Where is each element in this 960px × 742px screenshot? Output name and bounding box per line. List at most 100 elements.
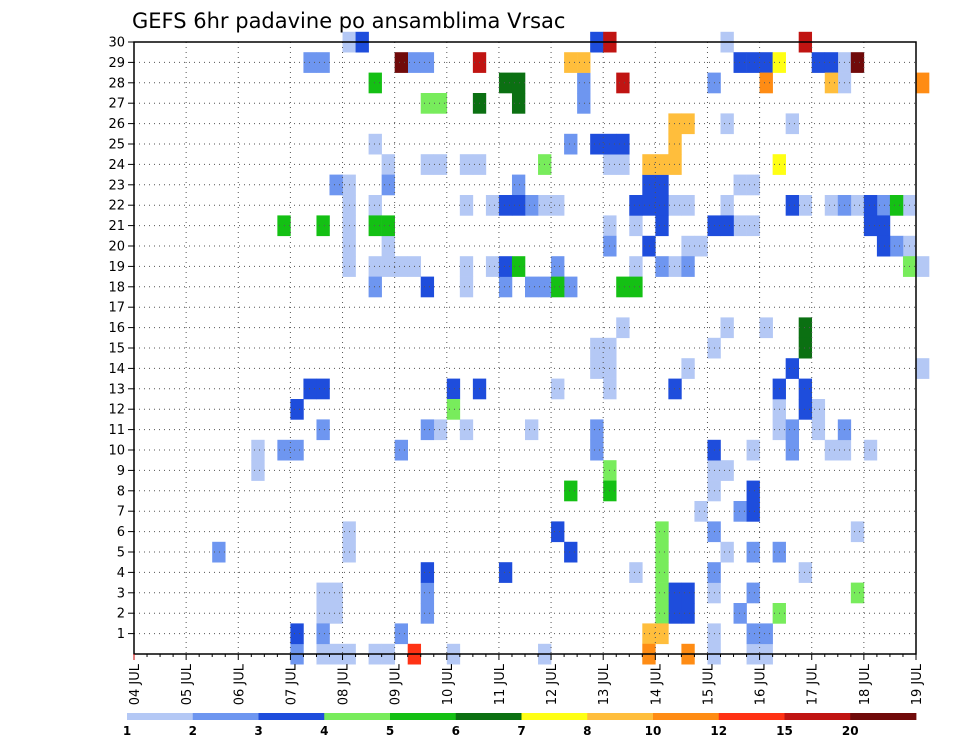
heatmap-cell	[785, 358, 799, 379]
heatmap-cell	[759, 623, 773, 645]
heatmap-cell	[381, 235, 395, 257]
heatmap-cell	[811, 419, 826, 441]
heatmap-cell	[629, 195, 643, 216]
x-tick-label: 10 JUL	[441, 663, 456, 705]
legend-swatch	[850, 713, 917, 720]
legend-label: 12	[710, 724, 727, 738]
heatmap-cell	[850, 521, 865, 543]
heatmap-cell	[785, 195, 799, 216]
heatmap-cell	[642, 623, 656, 645]
heatmap-cell	[916, 358, 930, 379]
heatmap-cell	[668, 133, 682, 155]
heatmap-cell	[511, 256, 526, 277]
heatmap-cell	[863, 215, 878, 237]
heatmap-cell	[798, 378, 813, 400]
heatmap-cell	[564, 541, 578, 563]
heatmap-cell	[720, 113, 734, 135]
y-tick-label: 11	[108, 423, 125, 438]
heatmap-cell	[433, 419, 448, 441]
y-tick-label: 15	[108, 342, 125, 357]
y-tick-label: 3	[117, 586, 125, 601]
color-legend: 1 2 3 4 5 6 7 8 10 12 15 20	[123, 713, 917, 738]
heatmap-cell	[798, 195, 813, 216]
heatmap-cell	[420, 419, 435, 441]
heatmap-cell	[668, 195, 682, 216]
heatmap-cell	[577, 52, 591, 73]
legend-label: 15	[776, 724, 793, 738]
heatmap-cell	[720, 460, 734, 481]
y-tick-label: 6	[117, 525, 125, 540]
heatmap-cell	[746, 582, 760, 604]
heatmap-cell	[642, 235, 656, 257]
heatmap-cell	[616, 72, 630, 94]
heatmap-cell	[368, 133, 382, 155]
legend-swatch	[587, 713, 654, 720]
heatmap-cell	[681, 256, 695, 277]
heatmap-cell	[746, 541, 760, 563]
heatmap-cell	[551, 195, 565, 216]
heatmap-cell	[251, 439, 265, 461]
heatmap-cell	[746, 174, 760, 196]
y-axis: 1234567891011121314151617181920212223242…	[108, 36, 134, 642]
heatmap-cell	[551, 521, 565, 543]
x-tick-label: 18 JUL	[858, 663, 873, 705]
legend-swatch	[784, 713, 851, 720]
heatmap-cell	[746, 480, 760, 502]
heatmap-cell	[316, 215, 330, 237]
heatmap-cell	[642, 174, 656, 196]
heatmap-cell	[668, 378, 682, 400]
heatmap-cell	[759, 52, 773, 73]
heatmap-cell	[733, 174, 747, 196]
heatmap-cell	[394, 52, 408, 73]
heatmap-cell	[590, 419, 604, 441]
y-tick-label: 13	[108, 382, 125, 397]
heatmap-cell	[746, 52, 760, 73]
x-tick-label: 04 JUL	[128, 663, 143, 705]
heatmap-cell	[316, 378, 330, 400]
heatmap-cell	[824, 52, 839, 73]
y-tick-label: 30	[108, 36, 125, 51]
heatmap-cell	[811, 52, 826, 73]
heatmap-cell	[368, 256, 382, 277]
heatmap-cell	[446, 378, 461, 400]
y-tick-label: 18	[108, 280, 125, 295]
legend-label: 8	[583, 724, 591, 738]
x-tick-label: 14 JUL	[649, 663, 664, 705]
heatmap-cell	[655, 541, 669, 563]
heatmap-cell	[616, 154, 630, 175]
heatmap-cell	[511, 195, 526, 216]
legend-label: 6	[452, 724, 460, 738]
y-tick-label: 9	[117, 464, 125, 479]
heatmap-cell	[876, 235, 891, 257]
heatmap-cell	[629, 562, 643, 583]
legend-label: 7	[517, 724, 525, 738]
heatmap-cell	[316, 419, 330, 441]
y-tick-label: 14	[108, 362, 125, 377]
x-tick-label: 13 JUL	[597, 663, 612, 705]
y-tick-label: 28	[108, 76, 125, 91]
heatmap-cell	[251, 460, 265, 481]
heatmap-cell	[655, 623, 669, 645]
heatmap-cell	[681, 113, 695, 135]
y-tick-label: 8	[117, 484, 125, 499]
legend-label: 1	[123, 724, 131, 738]
heatmap-cell	[577, 93, 591, 114]
heatmap-cell	[642, 195, 656, 216]
heatmap-cell	[498, 256, 513, 277]
heatmap-cell	[629, 256, 643, 277]
y-tick-label: 24	[108, 158, 125, 173]
y-tick-label: 17	[108, 301, 125, 316]
heatmap-cell	[785, 419, 799, 441]
heatmap-cell	[212, 541, 226, 563]
heatmap-cell	[616, 133, 630, 155]
heatmap-cell	[420, 52, 435, 73]
heatmap-cell	[394, 439, 408, 461]
heatmap-cell	[525, 195, 539, 216]
legend-swatch	[192, 713, 259, 720]
heatmap-cell	[381, 215, 395, 237]
legend-label: 20	[842, 724, 859, 738]
heatmap-cell	[485, 256, 500, 277]
x-tick-label: 12 JUL	[545, 663, 560, 705]
heatmap-cell	[655, 174, 669, 196]
heatmap-cell	[459, 276, 474, 298]
